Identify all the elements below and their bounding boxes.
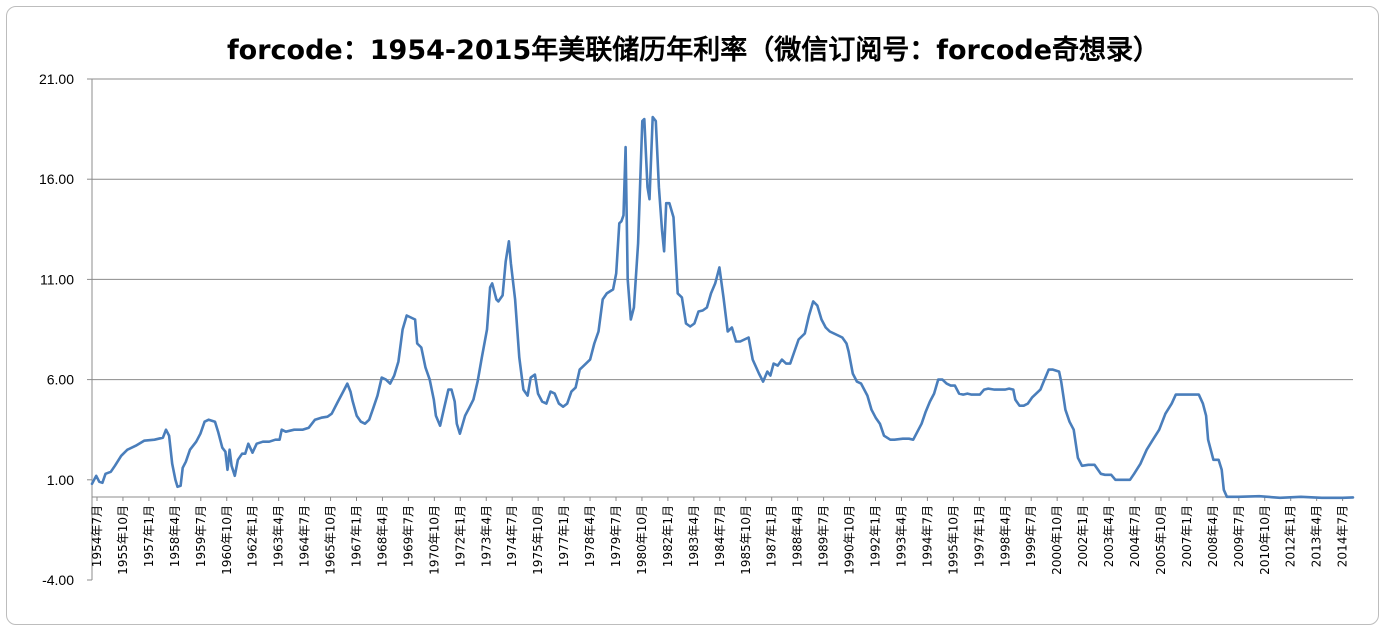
x-tick-label: 2000年10月 [1050, 505, 1064, 575]
x-tick-label: 2007年1月 [1180, 505, 1194, 567]
x-tick-label: 2002年1月 [1076, 505, 1090, 567]
x-tick-label: 1990年10月 [843, 505, 857, 575]
x-tick-label: 1982年1月 [661, 505, 675, 567]
x-tick-label: 1967年1月 [350, 505, 364, 567]
y-tick-label: 21.00 [39, 71, 74, 87]
x-tick-label: 2004年7月 [1128, 505, 1142, 567]
x-tick-label: 1994年7月 [920, 505, 934, 567]
x-tick-label: 1988年4月 [791, 505, 805, 567]
x-tick-label: 2012年1月 [1284, 505, 1298, 567]
x-tick-label: 1985年10月 [739, 505, 753, 575]
chart-title: forcode：1954-2015年美联储历年利率（微信订阅号：forcode奇… [226, 35, 1161, 66]
x-axis: 1954年7月 1955年10月 1957年1月 1958年4月 1959年7月 1960… [90, 496, 1353, 575]
x-tick-label: 1972年1月 [453, 505, 467, 567]
gridlines [92, 78, 1353, 381]
x-tick-label: 2008年4月 [1206, 505, 1220, 567]
x-tick-label: 1998年4月 [998, 505, 1012, 567]
x-tick-label: 2009年7月 [1232, 505, 1246, 567]
x-tick-label: 1958年4月 [168, 505, 182, 567]
x-tick-label: 1959年7月 [194, 505, 208, 567]
x-tick-label: 1965年10月 [324, 505, 338, 575]
y-tick-label: 6.00 [47, 372, 74, 388]
x-tick-label: 2005年10月 [1154, 505, 1168, 575]
x-tick-label: 1992年1月 [869, 505, 883, 567]
x-tick-label: 1970年10月 [427, 505, 441, 575]
x-tick-label: 1963年4月 [272, 505, 286, 567]
x-tick-label: 1987年1月 [765, 505, 779, 567]
y-tick-label: -4.00 [42, 572, 74, 588]
x-tick-label: 1954年7月 [90, 505, 104, 567]
x-tick-label: 1993年4月 [894, 505, 908, 567]
x-tick-label: 1979年7月 [609, 505, 623, 567]
x-tick-label: 1977年1月 [557, 505, 571, 567]
x-tick-label: 1974年7月 [505, 505, 519, 567]
y-tick-label: 1.00 [47, 472, 74, 488]
x-tick-label: 2010年10月 [1258, 505, 1272, 575]
x-tick-label: 2014年7月 [1336, 505, 1350, 567]
x-tick-label: 1983年4月 [687, 505, 701, 567]
x-tick-label: 1975年10月 [531, 505, 545, 575]
x-tick-label: 2013年4月 [1310, 505, 1324, 567]
x-tick-label: 1997年1月 [972, 505, 986, 567]
x-tick-label: 1978年4月 [583, 505, 597, 567]
x-tick-label: 1980年10月 [635, 505, 649, 575]
x-tick-label: 1969年7月 [401, 505, 415, 567]
y-tick-label: 11.00 [40, 271, 74, 287]
x-tick-label: 1955年10月 [116, 505, 130, 575]
x-tick-label: 1989年7月 [817, 505, 831, 567]
x-tick-label: 1957年1月 [142, 505, 156, 567]
x-tick-label: 1973年4月 [479, 505, 493, 567]
y-axis: 21.00 16.00 11.00 6.00 1.00 -4.00 [39, 71, 93, 588]
x-tick-label: 1960年10月 [220, 505, 234, 575]
x-tick-label: 1964年7月 [298, 505, 312, 567]
x-tick-label: 2003年4月 [1102, 505, 1116, 567]
x-tick-label: 1962年1月 [246, 505, 260, 567]
x-tick-label: 1995年10月 [946, 505, 960, 575]
x-tick-label: 1984年7月 [713, 505, 727, 567]
x-tick-label: 1999年7月 [1024, 505, 1038, 567]
series-line [90, 115, 1355, 500]
y-tick-label: 16.00 [39, 171, 74, 187]
series-layer [90, 115, 1355, 500]
chart-frame [6, 6, 1379, 625]
x-tick-label: 1968年4月 [375, 505, 389, 567]
